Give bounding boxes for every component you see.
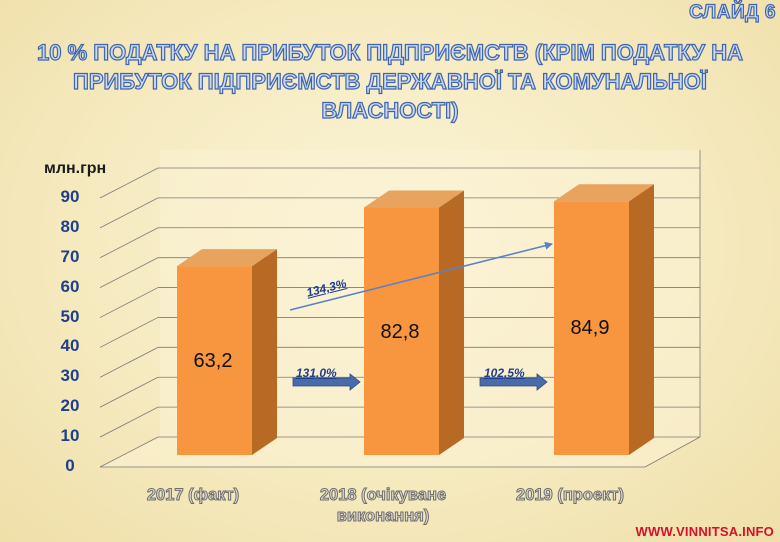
bar-0 bbox=[177, 266, 252, 455]
y-tick-label: 50 bbox=[60, 306, 80, 326]
gridline-diag-10 bbox=[99, 406, 159, 438]
value-label-2017: 63,2 bbox=[193, 350, 233, 372]
growth-label-1025: 102,5% bbox=[484, 366, 525, 380]
x-label-2017: 2017 (факт) bbox=[146, 486, 240, 505]
gridline-diag-20 bbox=[99, 376, 159, 408]
x-label-2019: 2019 (проект) bbox=[516, 486, 625, 505]
bar-top-0 bbox=[177, 249, 277, 267]
arrow-2018-2019 bbox=[479, 373, 548, 391]
value-label-2018: 82,8 bbox=[380, 321, 420, 343]
bar-top-2 bbox=[554, 184, 654, 202]
y-tick-label: 60 bbox=[60, 276, 80, 296]
y-tick-label: 0 bbox=[65, 456, 75, 475]
gridline-diag-30 bbox=[99, 346, 159, 378]
gridline-diag-0 bbox=[99, 436, 159, 468]
gridline-diag-80 bbox=[99, 197, 159, 229]
bars bbox=[177, 184, 654, 455]
y-tick-label: 30 bbox=[60, 366, 80, 386]
watermark: WWW.VINNITSA.INFO bbox=[635, 524, 774, 539]
gridline-diag-90 bbox=[99, 167, 159, 199]
floor-right-edge bbox=[644, 436, 701, 468]
slide-number: СЛАЙД 6 bbox=[689, 1, 777, 23]
bar-side-1 bbox=[439, 190, 464, 455]
bar-top-1 bbox=[364, 190, 464, 208]
gridline-diag-50 bbox=[99, 287, 159, 318]
gridline-diag-70 bbox=[99, 227, 159, 259]
arrows bbox=[289, 241, 553, 391]
gridline-diag-40 bbox=[99, 317, 159, 348]
bar-1 bbox=[364, 207, 439, 455]
y-tick-label: 90 bbox=[60, 187, 80, 206]
trend-arrow bbox=[289, 241, 553, 311]
y-tick-label: 40 bbox=[60, 336, 80, 356]
y-axis-unit-label: млн.грн bbox=[44, 160, 107, 177]
bar-side-2 bbox=[629, 184, 654, 455]
x-label-2018: 2018 (очікуване виконання) bbox=[319, 486, 447, 526]
y-tick-label: 70 bbox=[60, 246, 80, 266]
y-tick-label: 20 bbox=[60, 396, 80, 416]
bar-side-0 bbox=[252, 249, 277, 455]
value-label-2019: 84,9 bbox=[570, 317, 610, 339]
arrow-2017-2018 bbox=[292, 373, 361, 391]
y-tick-label: 10 bbox=[60, 426, 80, 446]
bar-2 bbox=[554, 201, 629, 455]
slide-title: 10 % ПОДАТКУ НА ПРИБУТОК ПІДПРИЄМСТВ (КР… bbox=[36, 39, 743, 123]
gridline-diag-60 bbox=[99, 257, 159, 289]
growth-label-131: 131,0% bbox=[296, 366, 337, 380]
y-tick-label: 80 bbox=[60, 216, 80, 236]
